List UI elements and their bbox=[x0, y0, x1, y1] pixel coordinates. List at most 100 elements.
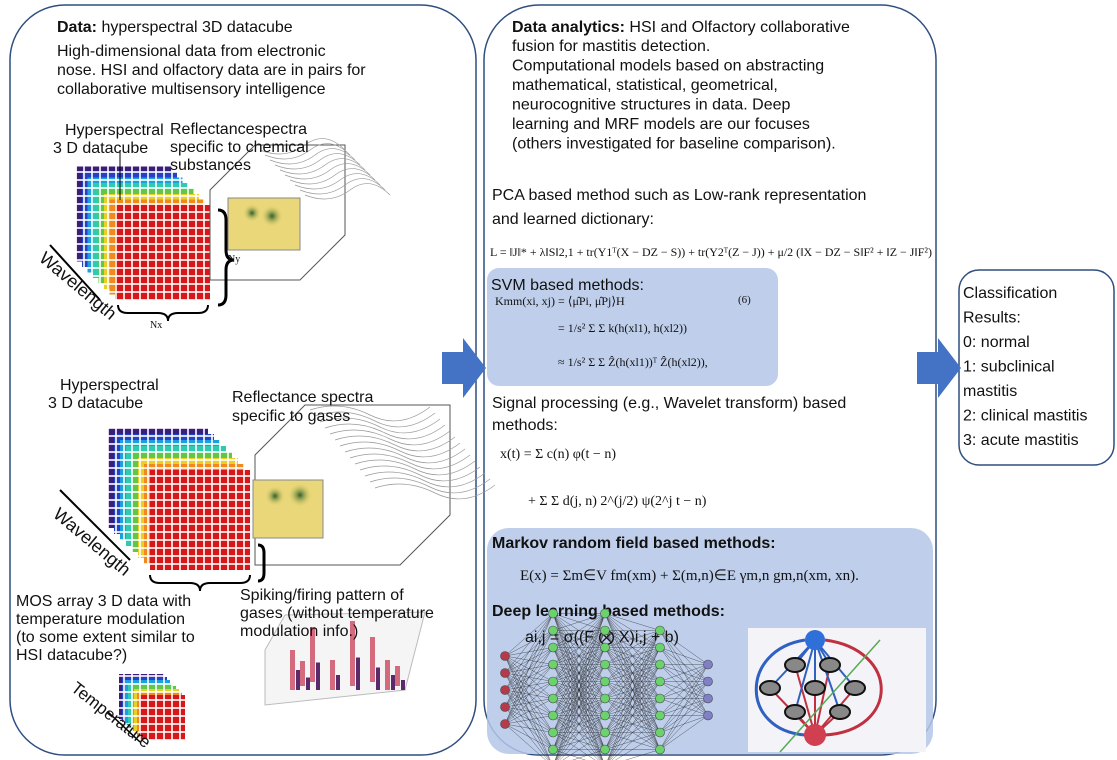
plot-bar bbox=[376, 668, 380, 691]
text: Signal processing (e.g., Wavelet transfo… bbox=[492, 395, 846, 412]
intro: nose. HSI and olfactory data are in pair… bbox=[57, 62, 366, 79]
neuron bbox=[501, 703, 510, 712]
section-title: SVM based methods: bbox=[491, 277, 644, 294]
result: 0: normal bbox=[963, 334, 1030, 351]
label: MOS array 3 D data with bbox=[16, 593, 191, 610]
intro: Computational models based on abstractin… bbox=[512, 58, 824, 75]
plot-bar bbox=[290, 650, 295, 690]
label: 3 D datacube bbox=[53, 140, 148, 157]
neuron bbox=[656, 694, 665, 703]
spot bbox=[288, 483, 312, 507]
text: and learned dictionary: bbox=[492, 211, 654, 228]
neuron bbox=[656, 643, 665, 652]
text: methods: bbox=[492, 417, 558, 434]
spectra-image bbox=[228, 198, 300, 250]
plot-bar bbox=[395, 666, 400, 686]
header: Data analytics: HSI and Olfactory collab… bbox=[512, 19, 850, 36]
neuron bbox=[601, 745, 610, 754]
label: Hyperspectral bbox=[60, 377, 159, 394]
neuron bbox=[549, 609, 558, 618]
intro: learning and MRF models are our focuses bbox=[512, 116, 810, 133]
neuron bbox=[704, 694, 713, 703]
label: (to some extent similar to bbox=[16, 629, 195, 646]
neuron bbox=[501, 669, 510, 678]
spot bbox=[261, 205, 283, 227]
label: gases (without temperature bbox=[240, 605, 434, 622]
formula: Kmm(xi, xj) = ⟨μ̂Pi, μ̂Pj⟩H bbox=[495, 294, 625, 308]
neuron bbox=[601, 677, 610, 686]
header: Data: hyperspectral 3D datacube bbox=[57, 19, 293, 36]
spot bbox=[265, 486, 285, 506]
neuron bbox=[549, 626, 558, 635]
arrow bbox=[917, 338, 961, 398]
neuron bbox=[656, 660, 665, 669]
plot-bar bbox=[370, 637, 375, 682]
section-title: Markov random field based methods: bbox=[492, 535, 776, 552]
result: 3: acute mastitis bbox=[963, 432, 1079, 449]
neuron bbox=[656, 711, 665, 720]
formula: = 1/s² Σ Σ k(h(xl1), h(xl2)) bbox=[558, 321, 687, 335]
diagram: Data: hyperspectral 3D datacube High-dim… bbox=[0, 0, 1117, 760]
formula: L = ‖J‖* + λ‖S‖2,1 + tr(Y1ᵀ(X − DZ − S))… bbox=[490, 245, 932, 259]
neuron bbox=[549, 728, 558, 737]
graph-node bbox=[820, 658, 840, 672]
result: Results: bbox=[963, 310, 1021, 327]
graph-node bbox=[785, 705, 805, 719]
plot-bar bbox=[391, 675, 395, 690]
neuron bbox=[656, 677, 665, 686]
plot-bar bbox=[401, 680, 405, 690]
plot-bar bbox=[316, 663, 320, 691]
plot-bar bbox=[330, 660, 335, 690]
neuron bbox=[501, 720, 510, 729]
result: mastitis bbox=[963, 383, 1017, 400]
neuron bbox=[549, 677, 558, 686]
result: 2: clinical mastitis bbox=[963, 408, 1087, 425]
neuron bbox=[601, 660, 610, 669]
arrow bbox=[442, 338, 486, 398]
equation-number: (6) bbox=[738, 294, 751, 306]
intro: neurocognitive structures in data. Deep bbox=[512, 97, 790, 114]
intro: fusion for mastitis detection. bbox=[512, 38, 710, 55]
neuron bbox=[656, 626, 665, 635]
neuron bbox=[501, 686, 510, 695]
intro: collaborative multisensory intelligence bbox=[57, 81, 326, 98]
neuron bbox=[704, 677, 713, 686]
neuron bbox=[656, 745, 665, 754]
text: PCA based method such as Low-rank repres… bbox=[492, 187, 866, 204]
brace bbox=[118, 305, 208, 321]
formula: ≈ 1/s² Σ Σ Ẑ(h(xl1))ᵀ Ẑ(h(xl2)), bbox=[558, 355, 708, 369]
graph-node bbox=[845, 681, 865, 695]
neuron bbox=[549, 711, 558, 720]
header-text: hyperspectral 3D datacube bbox=[101, 19, 292, 36]
header-label: Data analytics: bbox=[512, 19, 625, 36]
graph-node bbox=[785, 658, 805, 672]
neuron bbox=[601, 643, 610, 652]
result: Classification bbox=[963, 285, 1057, 302]
neuron bbox=[549, 660, 558, 669]
label: substances bbox=[170, 157, 251, 174]
neuron bbox=[601, 728, 610, 737]
formula: E(x) = Σm∈V fm(xm) + Σ(m,n)∈E γm,n gm,n(… bbox=[520, 568, 859, 584]
neuron bbox=[601, 711, 610, 720]
graph-node bbox=[805, 630, 825, 650]
graph-node bbox=[830, 705, 850, 719]
neuron bbox=[656, 728, 665, 737]
neuron bbox=[549, 694, 558, 703]
page: Data: hyperspectral 3D datacube High-dim… bbox=[0, 0, 1117, 760]
label: temperature modulation bbox=[16, 611, 185, 628]
plot-bar bbox=[385, 660, 390, 690]
label: Hyperspectral bbox=[65, 122, 164, 139]
header-text: HSI and Olfactory collaborative bbox=[629, 19, 850, 36]
cube-grid bbox=[115, 205, 210, 300]
intro: (others investigated for baseline compar… bbox=[512, 136, 836, 153]
plot-bar bbox=[306, 678, 310, 691]
neuron bbox=[601, 626, 610, 635]
graph-node bbox=[804, 724, 826, 746]
graph-node bbox=[760, 681, 780, 695]
neuron bbox=[501, 652, 510, 661]
cube-grid bbox=[150, 470, 250, 570]
intro: mathematical, statistical, geometrical, bbox=[512, 77, 778, 94]
spot bbox=[243, 204, 261, 222]
neuron bbox=[601, 694, 610, 703]
label: modulation info.) bbox=[240, 623, 358, 640]
